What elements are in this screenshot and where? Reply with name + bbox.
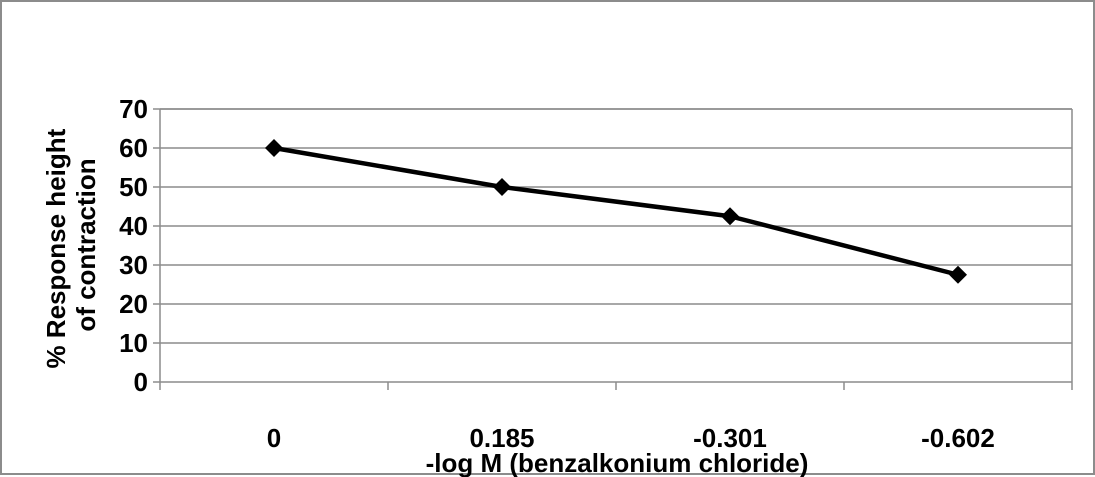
- y-axis-title: % Response height of contraction: [41, 121, 101, 368]
- y-tick-label: 20: [119, 289, 148, 319]
- x-axis-title: -log M (benzalkonium chloride): [426, 448, 809, 477]
- y-tick-labels: 0 10 20 30 40 50 60 70: [119, 94, 148, 397]
- y-tick-label: 60: [119, 133, 148, 163]
- y-axis-title-line-2: of contraction: [71, 158, 101, 331]
- x-tick-label: 0.185: [469, 423, 534, 453]
- y-axis-title-line-1: % Response height: [41, 128, 71, 368]
- axes: [153, 108, 1073, 390]
- y-tick-label: 30: [119, 250, 148, 280]
- x-tick-labels: 0 0.185 -0.301 -0.602: [267, 423, 995, 453]
- data-point-marker: [265, 139, 283, 157]
- y-tick-label: 10: [119, 328, 148, 358]
- x-tick-label: -0.301: [693, 423, 767, 453]
- y-tick-label: 0: [134, 367, 148, 397]
- data-point-marker: [949, 265, 967, 284]
- series: [265, 139, 967, 284]
- gridlines: [160, 108, 1072, 344]
- y-tick-label: 40: [119, 211, 148, 241]
- x-tick-label: -0.602: [921, 423, 995, 453]
- x-tick-label: 0: [267, 423, 281, 453]
- data-point-marker: [721, 207, 739, 226]
- y-tick-label: 70: [119, 94, 148, 124]
- series-line: [273, 145, 959, 277]
- data-point-marker: [493, 178, 511, 196]
- y-tick-label: 50: [119, 172, 148, 202]
